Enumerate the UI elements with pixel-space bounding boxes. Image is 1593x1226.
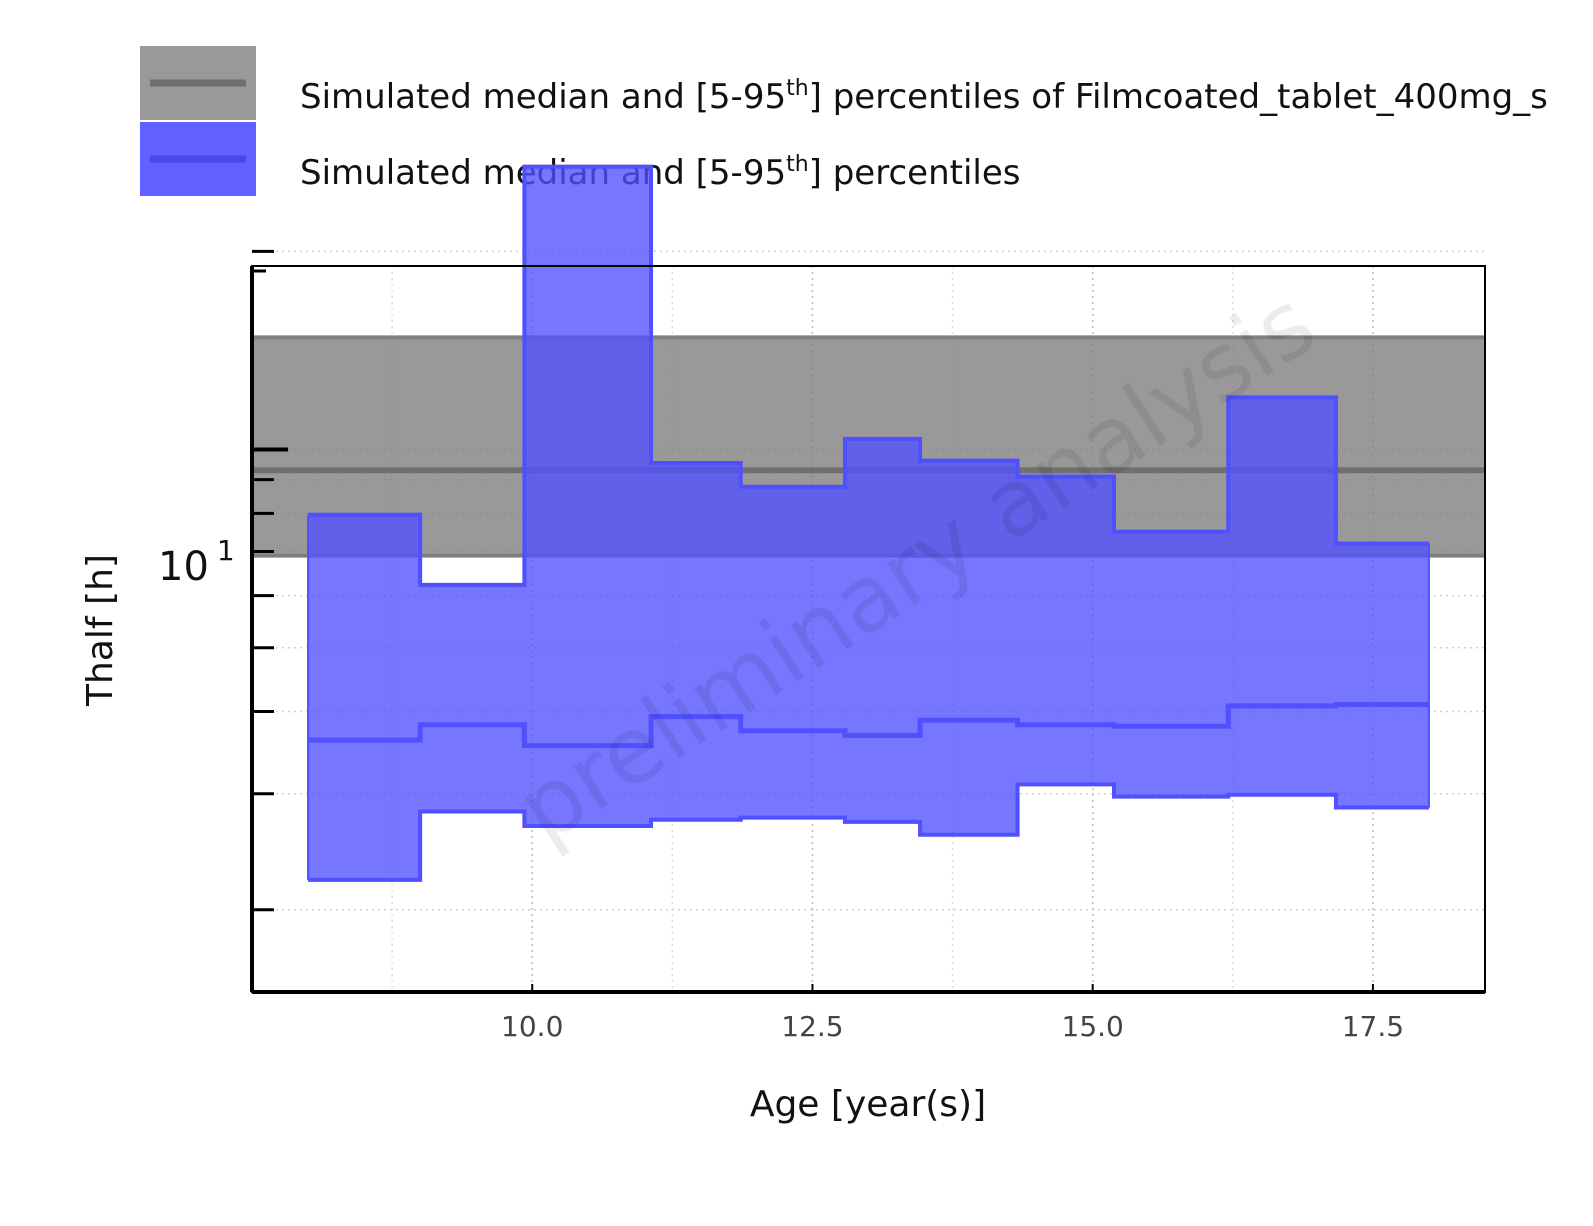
simulated-upper-line: [308, 164, 1429, 587]
simulated-band-layer: [307, 164, 1430, 882]
legend-label-simulated: Simulated median and [5-95th] percentile…: [300, 152, 1020, 193]
simulated-lower-line: [308, 782, 1429, 882]
y-axis-label: Thalf [h]: [80, 554, 121, 707]
y-ticks: [252, 249, 288, 912]
x-tick-label: 17.5: [1342, 1010, 1404, 1043]
legend-label-reference: Simulated median and [5-95th] percentile…: [300, 76, 1548, 117]
legend-label-reference-sup: th: [786, 76, 809, 101]
legend: Simulated median and [5-95th] percentile…: [140, 46, 1548, 196]
x-tick-label: 12.5: [781, 1010, 843, 1043]
y-tick-label-exponent: 1: [217, 534, 235, 567]
legend-label-reference-suffix: ] percentiles of Filmcoated_tablet_400mg…: [809, 77, 1548, 117]
legend-label-simulated-suffix: ] percentiles: [809, 153, 1021, 193]
simulated-band-area: [308, 166, 1429, 880]
y-tick-label-10: 10 1: [158, 534, 235, 590]
legend-label-reference-prefix: Simulated median and [5-95: [300, 77, 786, 117]
y-tick-label-base: 10: [158, 544, 209, 590]
simulated-median-line: [308, 701, 1429, 749]
x-axis-label: Age [year(s)]: [750, 1084, 986, 1125]
legend-entry-reference: Simulated median and [5-95th] percentile…: [140, 46, 1548, 120]
x-tick-label: 10.0: [501, 1010, 563, 1043]
x-tick-label: 15.0: [1062, 1010, 1124, 1043]
x-ticks: 10.0 12.5 15.0 17.5: [501, 984, 1404, 1043]
legend-label-simulated-sup: th: [786, 152, 809, 177]
